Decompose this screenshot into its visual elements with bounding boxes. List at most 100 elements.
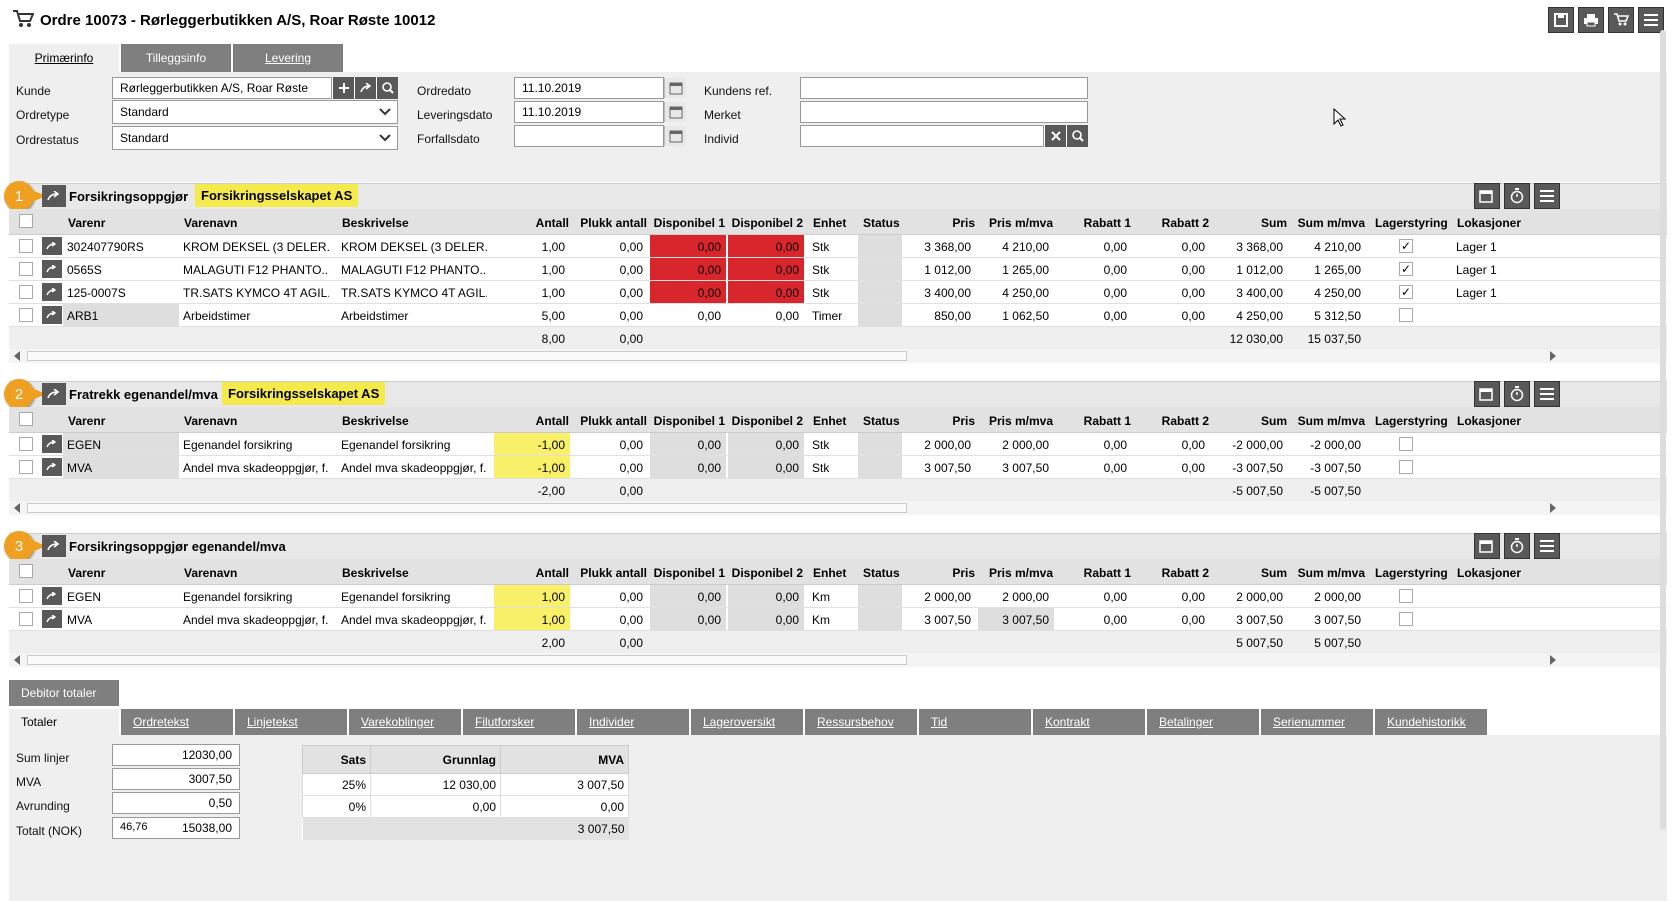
section-menu-button[interactable] <box>1534 381 1560 407</box>
row-expand-button[interactable] <box>42 283 62 301</box>
table-row[interactable]: 125-0007S TR.SATS KYMCO 4T AGIL... TR.SATS… <box>9 281 1667 304</box>
row-checkbox[interactable] <box>19 285 33 299</box>
table-row[interactable]: EGEN Egenandel forsikring Egenandel forsik… <box>9 433 1667 456</box>
cart-button[interactable] <box>1608 7 1634 33</box>
kundensref-field[interactable] <box>800 77 1088 99</box>
section-menu-button[interactable] <box>1534 533 1560 559</box>
column-header[interactable]: Antall <box>535 216 569 230</box>
mva-field[interactable]: 3007,50 <box>112 768 240 790</box>
column-header[interactable]: Antall <box>535 414 569 428</box>
forfallsdato-field[interactable] <box>514 125 664 147</box>
avrunding-field[interactable]: 0,50 <box>112 792 240 814</box>
calendar-button[interactable] <box>664 126 686 146</box>
tab-levering[interactable]: Levering <box>233 44 343 72</box>
scroll-thumb[interactable] <box>27 503 907 513</box>
tab-debitor-totaler[interactable]: Debitor totaler <box>9 680 119 706</box>
column-header[interactable]: Beskrivelse <box>342 566 409 580</box>
column-header[interactable]: Disponibel 2 <box>731 566 803 580</box>
select-all-checkbox[interactable] <box>19 412 33 426</box>
row-checkbox[interactable] <box>19 437 33 451</box>
row-checkbox[interactable] <box>19 460 33 474</box>
column-header[interactable]: Sum m/mva <box>1297 414 1365 428</box>
goto-customer-button[interactable] <box>354 77 376 99</box>
merket-field[interactable] <box>800 101 1088 123</box>
column-header[interactable]: Sum <box>1260 216 1287 230</box>
row-expand-button[interactable] <box>42 435 62 453</box>
column-header[interactable]: Status <box>863 414 900 428</box>
column-header[interactable]: Varenavn <box>184 566 238 580</box>
column-header[interactable]: Disponibel 2 <box>731 216 803 230</box>
column-header[interactable]: Disponibel 2 <box>731 414 803 428</box>
horizontal-scrollbar[interactable] <box>9 349 1667 363</box>
horizontal-scrollbar[interactable] <box>9 653 1667 667</box>
clear-individ-button[interactable] <box>1044 125 1066 147</box>
column-header[interactable]: Varenavn <box>184 414 238 428</box>
tab-kontrakt[interactable]: Kontrakt <box>1033 709 1145 735</box>
column-header[interactable]: Sum m/mva <box>1297 216 1365 230</box>
column-header[interactable]: Rabatt 1 <box>1083 216 1131 230</box>
table-row[interactable]: 0565S MALAGUTI F12 PHANTO... MALAGUTI F12 … <box>9 258 1667 281</box>
row-checkbox[interactable] <box>19 612 33 626</box>
column-header[interactable]: Lagerstyring <box>1375 414 1448 428</box>
tab-kundehistorikk[interactable]: Kundehistorikk <box>1375 709 1487 735</box>
page-scrollbar[interactable] <box>1660 30 1666 830</box>
column-header[interactable]: Status <box>863 216 900 230</box>
tab-tid[interactable]: Tid <box>919 709 1031 735</box>
calendar-button[interactable] <box>1474 183 1500 209</box>
column-header[interactable]: Status <box>863 566 900 580</box>
calendar-button[interactable] <box>1474 381 1500 407</box>
table-row[interactable]: ARB1 Arbeidstimer Arbeidstimer 5,00 0,00 0,00… <box>9 304 1667 327</box>
row-expand-button[interactable] <box>42 237 62 255</box>
table-row[interactable]: EGEN Egenandel forsikring Egenandel forsik… <box>9 585 1667 608</box>
tab-lageroversikt[interactable]: Lageroversikt <box>691 709 803 735</box>
table-row[interactable]: MVA Andel mva skadeoppgjør, f... Andel mva… <box>9 608 1667 631</box>
section-expand-button[interactable] <box>42 185 66 207</box>
tab-betalinger[interactable]: Betalinger <box>1147 709 1259 735</box>
tab-primaerinfo[interactable]: Primærinfo <box>9 44 119 72</box>
save-button[interactable] <box>1548 7 1574 33</box>
row-checkbox[interactable] <box>19 239 33 253</box>
column-header[interactable]: Enhet <box>813 216 847 230</box>
row-expand-button[interactable] <box>42 458 62 476</box>
column-header[interactable]: Rabatt 2 <box>1161 566 1209 580</box>
kunde-field[interactable]: Rørleggerbutikken A/S, Roar Røste <box>112 77 332 99</box>
column-header[interactable]: Pris <box>952 566 975 580</box>
lagerstyring-checkbox[interactable] <box>1399 437 1413 451</box>
column-header[interactable]: Pris m/mva <box>988 414 1053 428</box>
column-header[interactable]: Lokasjoner <box>1457 566 1522 580</box>
tab-ordretekst[interactable]: Ordretekst <box>121 709 233 735</box>
column-header[interactable]: Rabatt 2 <box>1161 414 1209 428</box>
row-expand-button[interactable] <box>42 610 62 628</box>
column-header[interactable]: Beskrivelse <box>342 414 409 428</box>
individ-field[interactable] <box>800 125 1044 147</box>
menu-button[interactable] <box>1638 7 1664 33</box>
column-header[interactable]: Disponibel 1 <box>653 216 725 230</box>
sum-linjer-field[interactable]: 12030,00 <box>112 744 240 766</box>
column-header[interactable]: Lokasjoner <box>1457 414 1522 428</box>
tab-ressursbehov[interactable]: Ressursbehov <box>805 709 917 735</box>
search-individ-button[interactable] <box>1066 125 1088 147</box>
tab-individer[interactable]: Individer <box>577 709 689 735</box>
timer-button[interactable] <box>1504 183 1530 209</box>
column-header[interactable]: Lokasjoner <box>1457 216 1522 230</box>
tab-serienummer[interactable]: Serienummer <box>1261 709 1373 735</box>
tab-varekoblinger[interactable]: Varekoblinger <box>349 709 461 735</box>
tab-filutforsker[interactable]: Filutforsker <box>463 709 575 735</box>
select-all-checkbox[interactable] <box>19 564 33 578</box>
select-all-checkbox[interactable] <box>19 214 33 228</box>
calendar-button[interactable] <box>664 78 686 98</box>
ordredato-field[interactable]: 11.10.2019 <box>514 77 664 99</box>
column-header[interactable]: Lagerstyring <box>1375 216 1448 230</box>
tab-totaler[interactable]: Totaler <box>9 709 119 735</box>
column-header[interactable]: Varenr <box>68 414 106 428</box>
scroll-thumb[interactable] <box>27 351 907 361</box>
column-header[interactable]: Varenavn <box>184 216 238 230</box>
column-header[interactable]: Sum <box>1260 414 1287 428</box>
leveringsdato-field[interactable]: 11.10.2019 <box>514 101 664 123</box>
section-menu-button[interactable] <box>1534 183 1560 209</box>
lagerstyring-checkbox[interactable] <box>1399 460 1413 474</box>
row-expand-button[interactable] <box>42 587 62 605</box>
column-header[interactable]: Disponibel 1 <box>653 566 725 580</box>
column-header[interactable]: Pris m/mva <box>988 216 1053 230</box>
timer-button[interactable] <box>1504 533 1530 559</box>
